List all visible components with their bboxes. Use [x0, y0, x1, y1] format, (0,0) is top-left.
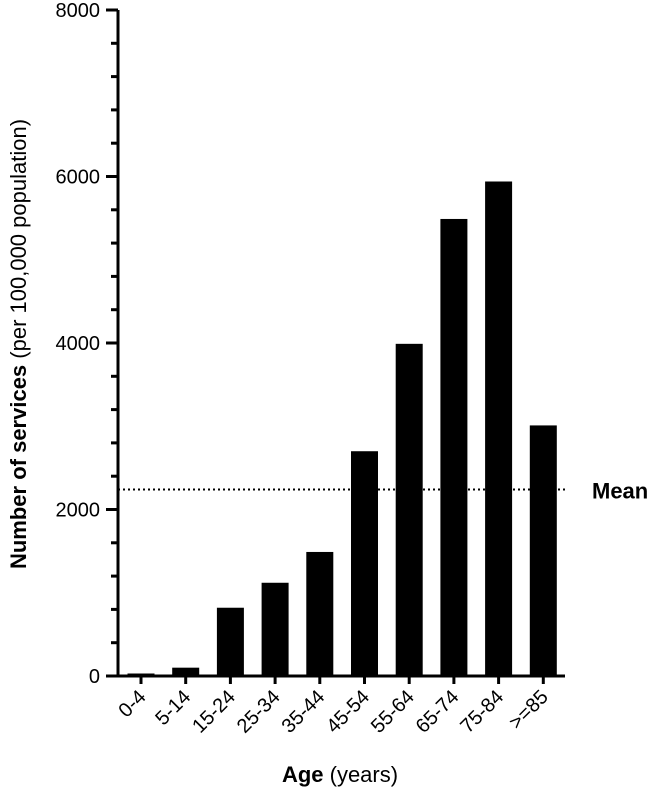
bar-55-64: [395, 343, 423, 676]
y-tick-label: 4000: [56, 333, 101, 355]
x-axis-title-bold: Age: [282, 762, 324, 787]
x-tick-label: >=85: [505, 686, 553, 734]
x-axis: 0-4 5-1415-2425-3435-4445-5455-6465-7475-…: [115, 674, 565, 738]
bar-65-74: [440, 218, 468, 676]
x-tick-label: 25-34: [233, 686, 285, 738]
x-tick-label: 35-44: [278, 686, 330, 738]
y-tick-label: 2000: [56, 500, 101, 522]
bar-45-54: [351, 451, 378, 676]
x-tick-label: 55-64: [367, 686, 419, 738]
bar-15-24: [216, 607, 244, 676]
y-tick-label: 6000: [56, 167, 101, 189]
bar-35-44: [306, 551, 334, 676]
x-tick-label: 0-4: [115, 686, 151, 722]
y-tick-label: 8000: [56, 0, 101, 22]
y-axis-title: Number of services (per 100,000 populati…: [6, 119, 31, 569]
x-tick-label: 15-24: [188, 686, 240, 738]
x-tick-label: 75-84: [456, 686, 508, 738]
y-axis-title-bold: Number of services: [6, 365, 31, 569]
x-tick-label: 65-74: [412, 686, 464, 738]
bar-5-14: [172, 667, 200, 676]
x-axis-title: Age (years): [282, 762, 398, 787]
bar-75-84: [485, 181, 513, 676]
x-axis-title-rest: (years): [324, 762, 399, 787]
mean-label: Mean: [592, 479, 648, 504]
x-tick-label: 45-54: [322, 686, 374, 738]
bars-group: [127, 181, 557, 676]
bar->=85: [529, 425, 557, 676]
y-tick-label: 0: [89, 666, 100, 688]
y-axis-title-rest: (per 100,000 population): [6, 119, 31, 365]
bar-25-34: [261, 582, 289, 676]
y-axis: 0 2000 4000 6000 8000: [56, 0, 120, 688]
